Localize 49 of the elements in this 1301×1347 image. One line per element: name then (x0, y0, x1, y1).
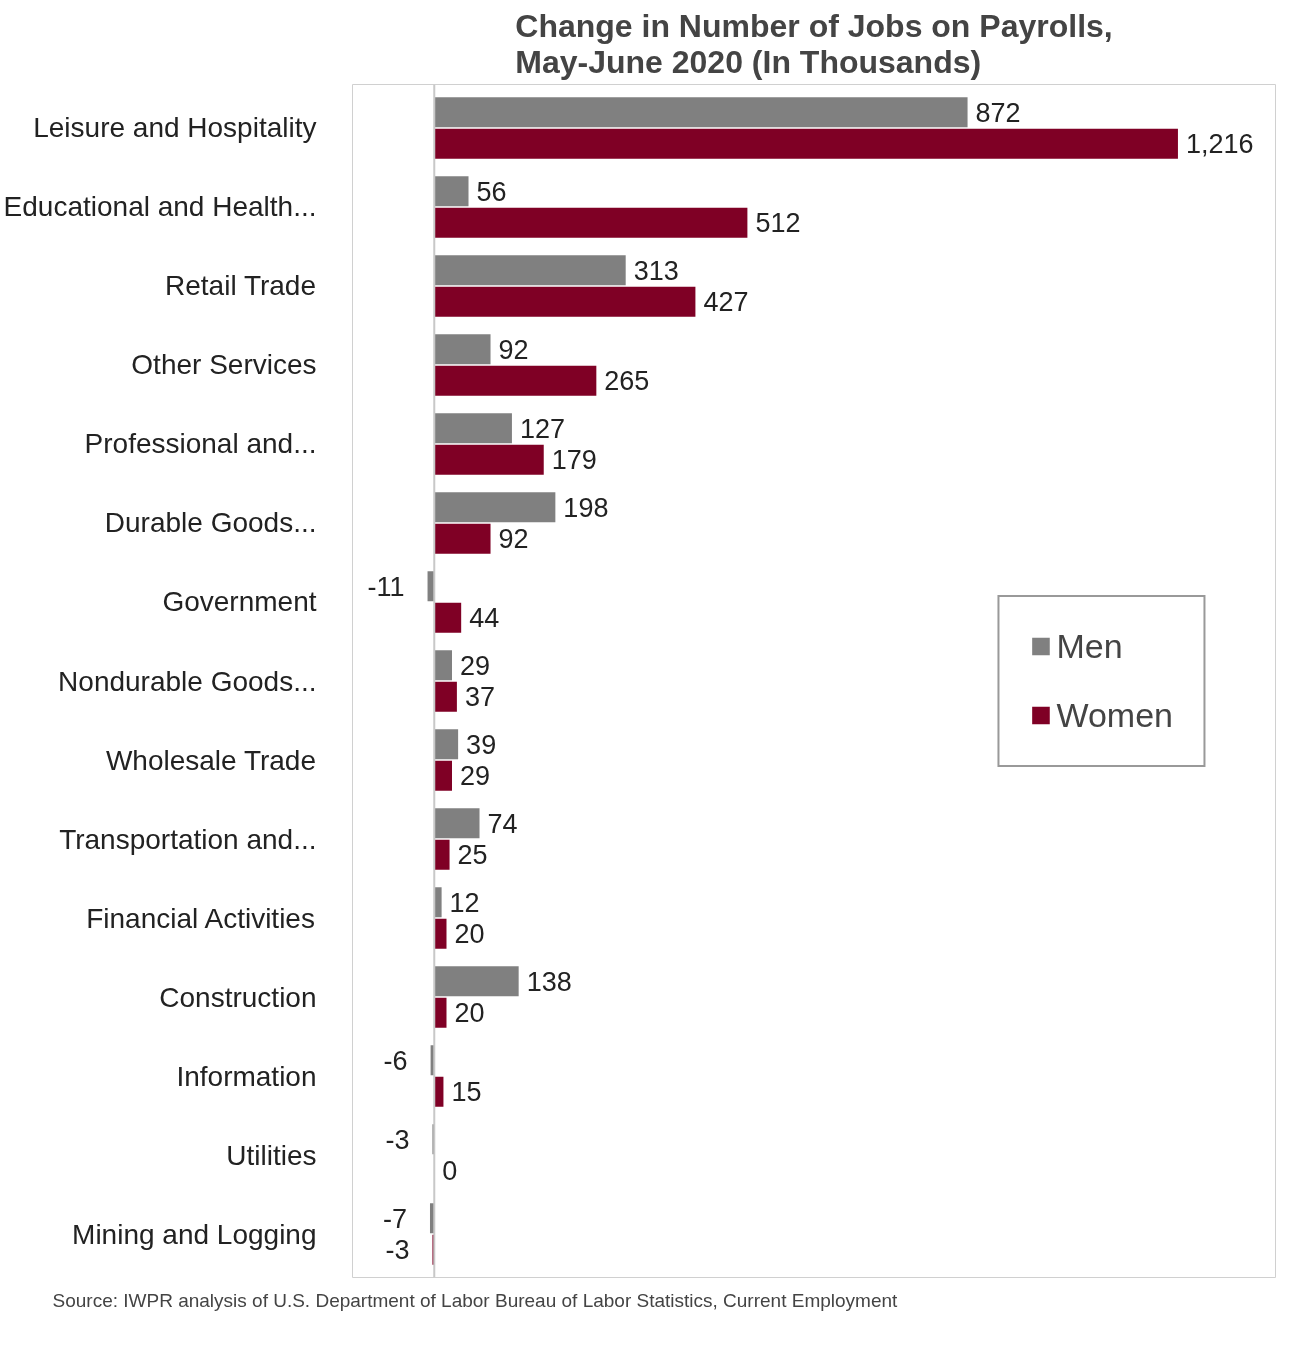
legend-label: Men (1056, 626, 1123, 666)
y-tick-label: Government (162, 586, 317, 618)
data-label: 29 (460, 761, 491, 792)
data-label: -11 (367, 571, 405, 602)
legend-label: Women (1056, 695, 1173, 735)
data-label: 265 (604, 366, 650, 397)
data-label: 44 (469, 603, 500, 634)
y-tick-label: Retail Trade (165, 270, 316, 302)
y-tick-label: Construction (159, 981, 317, 1013)
data-label: 427 (703, 287, 749, 318)
data-label: 20 (454, 998, 485, 1029)
y-tick-label: Financial Activities (86, 902, 315, 934)
data-label: 37 (464, 682, 495, 713)
chart-title: Change in Number of Jobs on Payrolls, May-June 2020 (In Thousands) (515, 7, 1113, 80)
y-tick-label: Professional and... (84, 428, 317, 460)
data-label: -7 (382, 1203, 407, 1234)
data-label: 39 (466, 729, 497, 760)
y-tick-label: Information (176, 1060, 317, 1092)
data-label: 56 (476, 176, 507, 207)
data-label: 0 (442, 1156, 458, 1187)
data-label: 127 (519, 413, 565, 444)
data-label: 29 (460, 650, 491, 681)
data-label: 138 (526, 966, 572, 997)
y-tick-label: Wholesale Trade (105, 744, 316, 776)
y-tick-label: Utilities (226, 1139, 317, 1171)
data-label: 92 (498, 334, 529, 365)
data-label: 25 (457, 840, 488, 871)
y-tick-label: Durable Goods... (104, 507, 317, 539)
data-label: 198 (563, 492, 609, 523)
data-label: 15 (451, 1077, 482, 1108)
data-label: 179 (551, 445, 597, 476)
data-label: 512 (755, 208, 801, 239)
y-tick-label: Leisure and Hospitality (33, 112, 317, 144)
data-label: -6 (383, 1045, 408, 1076)
y-tick-label: Transportation and... (59, 823, 317, 855)
data-label: -3 (385, 1124, 410, 1155)
data-label: 12 (449, 887, 480, 918)
data-label: 20 (454, 919, 485, 950)
data-label: 872 (975, 97, 1021, 128)
data-label: 74 (487, 808, 518, 839)
y-tick-label: Nondurable Goods... (58, 665, 317, 697)
data-label: 1,216 (1185, 129, 1254, 160)
y-tick-label: Educational and Health... (3, 191, 317, 223)
data-label: 92 (498, 524, 529, 555)
data-label: -3 (385, 1235, 410, 1266)
source-note: Source: IWPR analysis of U.S. Department of Labor Bureau of Labor Statistics, Current Employment (52, 1289, 899, 1311)
y-tick-label: Mining and Logging (72, 1218, 317, 1250)
y-tick-label: Other Services (131, 349, 317, 381)
data-label: 313 (633, 255, 679, 286)
